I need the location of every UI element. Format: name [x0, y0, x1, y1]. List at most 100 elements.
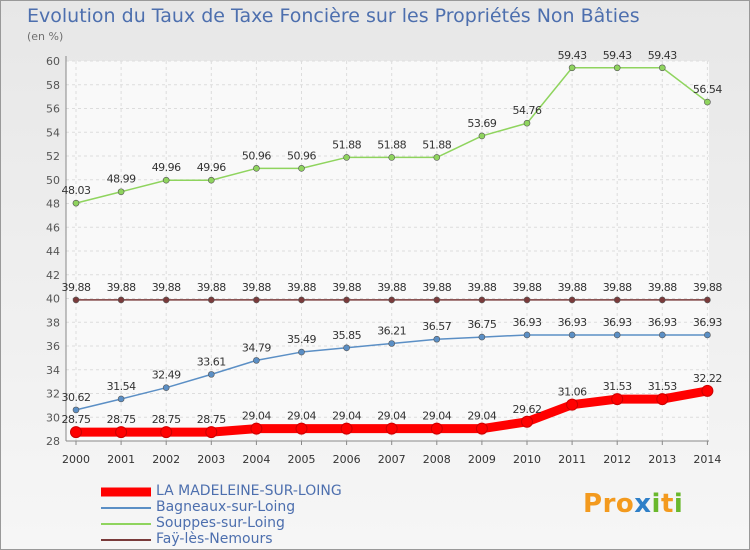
data-label: 36.21 — [377, 325, 406, 338]
data-point — [343, 296, 350, 304]
data-label: 39.88 — [287, 281, 316, 294]
data-label: 31.53 — [648, 380, 677, 393]
x-tick-label: 2010 — [513, 453, 541, 466]
y-tick-label: 44 — [46, 245, 60, 258]
data-point — [343, 154, 350, 161]
data-label: 50.96 — [287, 149, 316, 162]
data-point — [656, 393, 669, 406]
data-label: 28.75 — [62, 413, 91, 426]
data-label: 53.69 — [467, 117, 496, 130]
data-label: 39.88 — [377, 281, 406, 294]
x-tick-label: 2014 — [693, 453, 721, 466]
data-label: 39.88 — [467, 281, 496, 294]
data-label: 36.75 — [467, 318, 496, 331]
legend-label-madeleine: LA MADELEINE-SUR-LOING — [156, 483, 342, 499]
data-point — [162, 296, 170, 304]
data-label: 39.88 — [693, 281, 722, 294]
chart-title: Evolution du Taux de Taxe Foncière sur l… — [27, 5, 640, 27]
data-label: 36.93 — [693, 316, 722, 329]
data-point — [160, 426, 173, 439]
data-label: 31.54 — [107, 380, 136, 393]
logo-letter: x — [634, 489, 652, 519]
data-point — [253, 357, 260, 364]
logo-letter: r — [602, 489, 616, 519]
data-label: 28.75 — [107, 413, 136, 426]
data-point — [295, 422, 308, 435]
data-label: 50.96 — [242, 149, 271, 162]
x-tick-label: 2003 — [197, 453, 225, 466]
x-tick-label: 2008 — [423, 453, 451, 466]
data-point — [613, 64, 621, 72]
x-tick-label: 2002 — [152, 453, 180, 466]
y-tick-label: 48 — [46, 198, 60, 211]
data-point — [72, 296, 80, 304]
y-tick-label: 56 — [46, 103, 60, 116]
data-point — [162, 384, 170, 391]
data-point — [388, 296, 396, 304]
data-label: 49.96 — [152, 161, 181, 174]
x-tick-label: 2001 — [107, 453, 135, 466]
x-tick-label: 2012 — [603, 453, 631, 466]
data-point — [613, 296, 621, 304]
data-label: 59.43 — [648, 49, 677, 62]
y-tick-label: 60 — [46, 55, 60, 68]
data-label: 48.99 — [107, 173, 136, 186]
legend-label-fay: Faÿ-lès-Nemours — [156, 531, 273, 547]
data-point — [250, 422, 263, 435]
data-label: 39.88 — [242, 281, 271, 294]
data-label: 39.88 — [332, 281, 361, 294]
data-label: 39.88 — [648, 281, 677, 294]
data-label: 54.76 — [513, 104, 542, 117]
data-label: 31.53 — [603, 380, 632, 393]
data-point — [208, 371, 215, 378]
data-label: 39.88 — [513, 281, 542, 294]
x-tick-label: 2005 — [288, 453, 316, 466]
data-point — [117, 188, 125, 196]
legend-swatch-madeleine — [101, 487, 151, 496]
data-point — [208, 176, 215, 184]
data-label: 49.96 — [197, 161, 226, 174]
data-label: 33.61 — [197, 355, 226, 368]
data-point — [388, 154, 396, 161]
y-tick-label: 46 — [46, 221, 60, 234]
x-tick-label: 2000 — [62, 453, 90, 466]
data-point — [433, 154, 441, 161]
data-point — [433, 296, 441, 304]
data-label: 28.75 — [152, 413, 181, 426]
data-point — [385, 422, 398, 435]
y-tick-label: 50 — [46, 174, 60, 187]
data-point — [658, 64, 666, 72]
data-label: 31.06 — [558, 386, 587, 399]
data-label: 29.04 — [287, 410, 316, 423]
data-point — [701, 384, 714, 397]
data-point — [433, 335, 441, 343]
legend-label-bagneaux: Bagneaux-sur-Loing — [156, 499, 296, 515]
data-label: 51.88 — [377, 138, 406, 151]
data-point — [523, 119, 531, 127]
x-tick-label: 2006 — [333, 453, 361, 466]
data-point — [115, 426, 128, 439]
y-tick-label: 54 — [46, 126, 60, 139]
data-point — [70, 426, 82, 439]
data-label: 34.79 — [242, 341, 271, 354]
data-point — [704, 331, 711, 339]
data-label: 59.43 — [603, 49, 632, 62]
x-tick-label: 2009 — [468, 453, 496, 466]
data-point — [253, 165, 260, 172]
data-label: 36.57 — [422, 320, 451, 333]
data-point — [478, 132, 486, 140]
data-point — [298, 348, 305, 356]
data-point — [658, 296, 666, 304]
data-point — [162, 176, 170, 184]
data-point — [475, 422, 488, 435]
data-point — [611, 393, 624, 406]
data-label: 51.88 — [332, 138, 361, 151]
legend-swatch-fay — [101, 538, 151, 541]
data-label: 29.04 — [332, 410, 361, 423]
data-label: 29.04 — [242, 410, 271, 423]
y-tick-label: 28 — [46, 435, 60, 448]
data-label: 29.04 — [422, 410, 451, 423]
legend-label-souppes: Souppes-sur-Loing — [156, 515, 285, 531]
